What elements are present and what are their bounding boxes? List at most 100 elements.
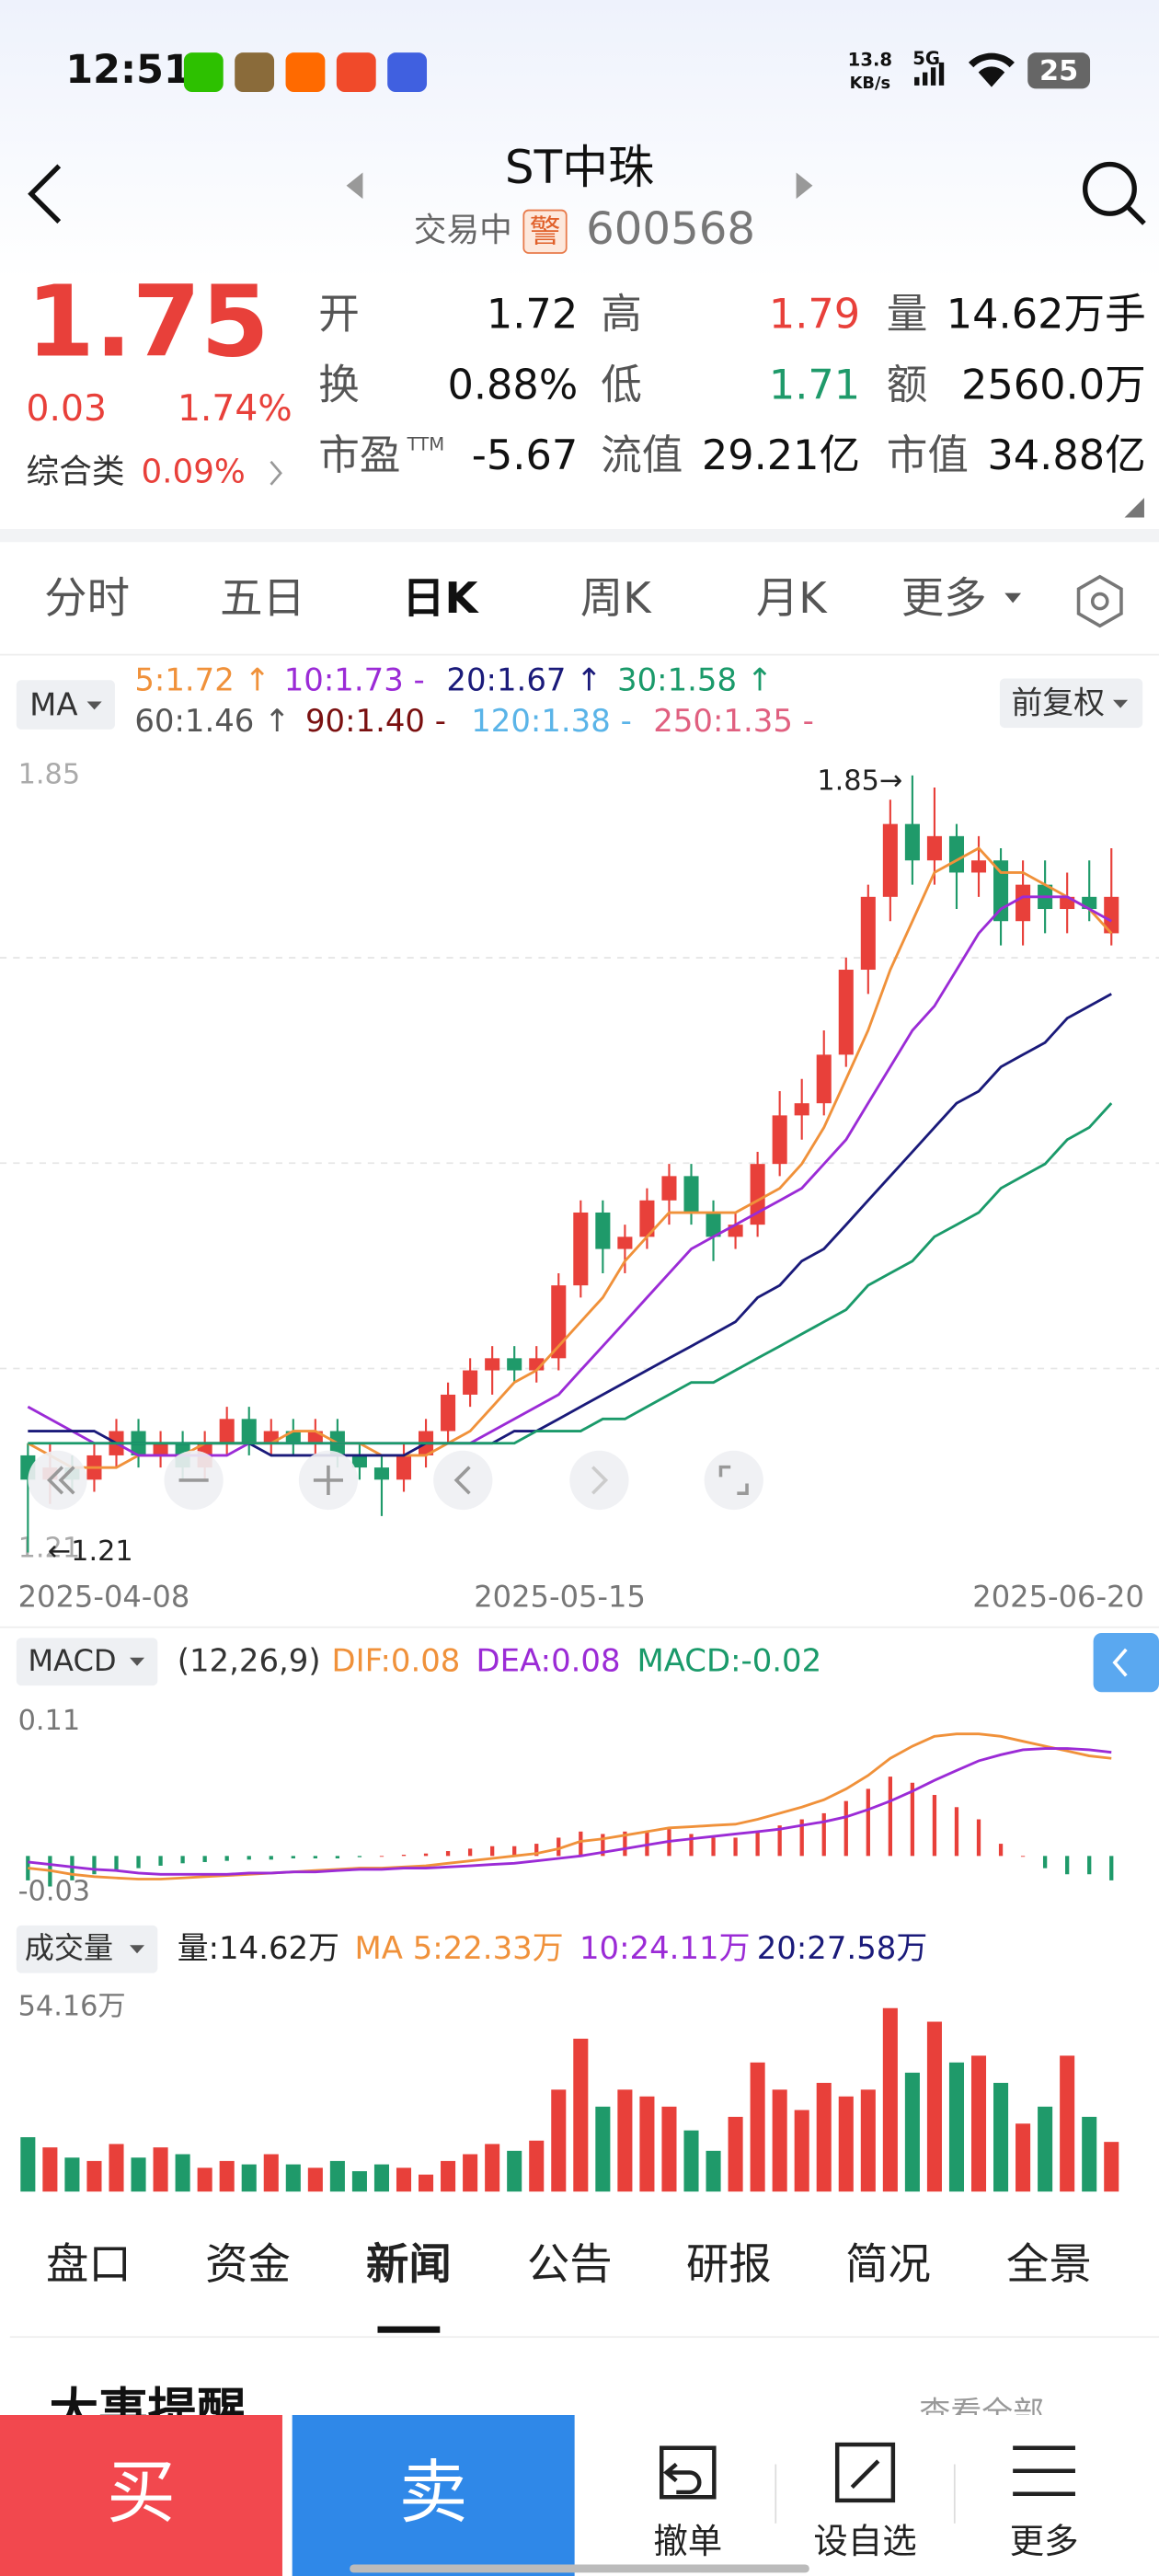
field-value: 1.72 [487,291,578,339]
candle-body [396,1455,412,1480]
prev-stock[interactable] [346,172,363,200]
side-panel-tab[interactable] [1093,1633,1159,1693]
control-icon [313,1465,344,1495]
adjust-button[interactable] [999,678,1143,729]
volume-bar [396,2168,412,2192]
macd-bar [114,1856,119,1871]
info-tab[interactable]: 盘口 [46,2239,132,2289]
volume-bar [573,2038,589,2192]
app-icon [235,52,275,92]
y-tick-label: 54.16万 [18,1991,126,2023]
macd-bar [158,1856,163,1866]
period-tab[interactable]: 更多 [901,573,987,623]
volume-bar [1104,2142,1119,2192]
ma-button[interactable] [16,680,115,730]
candle-body [926,835,942,861]
low-label: ←1.21 [48,1535,133,1568]
volume-bar [794,2110,809,2192]
field-label: 额 [887,361,928,408]
macd-bar [1020,1856,1026,1857]
period-tab[interactable]: 月K [756,573,828,623]
candle-body [1016,884,1031,922]
tab-underline [377,2326,441,2333]
period-tab[interactable]: 分时 [44,573,130,623]
action-label[interactable]: 撤单 [653,2521,722,2561]
volume-bar [153,2147,168,2192]
search-button[interactable] [1083,161,1137,216]
next-stock[interactable] [796,172,813,200]
macd-bar [1109,1856,1114,1880]
header-bg [0,0,1159,280]
candle-body [485,1358,500,1371]
field-value: 1.79 [769,291,860,339]
candle-body [551,1285,567,1359]
action-items: 撤单 设自选 更多 [653,2521,1078,2561]
ma-line [27,846,1113,1469]
action-label[interactable]: 设自选 [813,2521,916,2561]
info-tab[interactable]: 研报 [686,2239,772,2289]
back-button[interactable] [28,164,62,224]
macd-button-label: MACD [28,1643,116,1678]
volume-bar [373,2164,389,2192]
volume-bar [970,2055,987,2192]
volume-bar [706,2150,721,2192]
date-label: 2025-04-08 [18,1579,190,1614]
period-tab[interactable]: 五日 [220,573,305,623]
control-fullscreen[interactable] [704,1450,763,1511]
sell-button[interactable] [292,2415,575,2576]
field-value: -5.67 [472,431,578,479]
control-first[interactable] [28,1450,87,1511]
period-tab[interactable]: 日K [402,573,479,623]
macd-bar [490,1846,495,1857]
macd-bar [1042,1856,1048,1869]
ma-legend: 5:1.72 ↑ 10:1.73 - 20:1.67 ↑ 30:1.58 ↑ 60:1.… [134,662,814,740]
volume-bar [639,2096,655,2192]
action-label[interactable]: 更多 [1010,2521,1079,2561]
field-value: 2560.0万 [961,361,1146,408]
volume-bar [329,2160,345,2192]
macd-bar [313,1856,317,1858]
settings-icon[interactable] [1076,574,1123,628]
macd-label: MACD:-0.02 [637,1643,821,1679]
volume-bar [993,2082,1009,2192]
volume-bar [485,2144,500,2192]
field-label: 流值 [601,431,683,479]
ma-legend-item: 5:1.72 ↑ [134,662,270,698]
control-icon [453,1466,471,1495]
macd-bar [910,1782,915,1857]
control-left[interactable] [433,1450,493,1511]
period-tab[interactable]: 周K [580,573,652,623]
net-unit: KB/s [850,74,891,93]
macd-bar [976,1819,981,1857]
ma-line [28,1102,1113,1445]
macd-bar [445,1851,451,1857]
info-tab[interactable]: 全景 [1006,2239,1092,2289]
volume-button-label: 成交量 [25,1931,113,1966]
candle-body [860,896,876,971]
index-arrow[interactable] [270,460,282,486]
app-icon [336,52,376,92]
buy-label: 买 [107,2452,176,2533]
info-tab[interactable]: 资金 [205,2239,291,2289]
macd-button[interactable] [16,1638,158,1686]
macd-bar [136,1856,141,1869]
macd-bar [998,1844,1004,1857]
candle-body [816,1054,832,1104]
high-label: 1.85→ [817,765,902,797]
info-tab[interactable]: 简况 [845,2239,931,2289]
info-tab[interactable]: 新闻 [366,2239,452,2289]
badge-box [522,209,568,254]
watch-icon [834,2442,896,2503]
dropdown-arrow [129,1945,145,1954]
vol-ma10: 10:24.11万 [580,1930,750,1966]
field-label: 量 [887,291,928,339]
control-right[interactable] [569,1450,629,1511]
buy-button[interactable] [0,2415,282,2576]
candle-body [153,1443,168,1455]
macd-bar [335,1856,340,1858]
volume-button[interactable] [16,1925,158,1973]
info-tab[interactable]: 公告 [527,2239,613,2289]
expand-corner[interactable] [1124,498,1144,518]
trade-status: 交易中 [414,212,512,249]
